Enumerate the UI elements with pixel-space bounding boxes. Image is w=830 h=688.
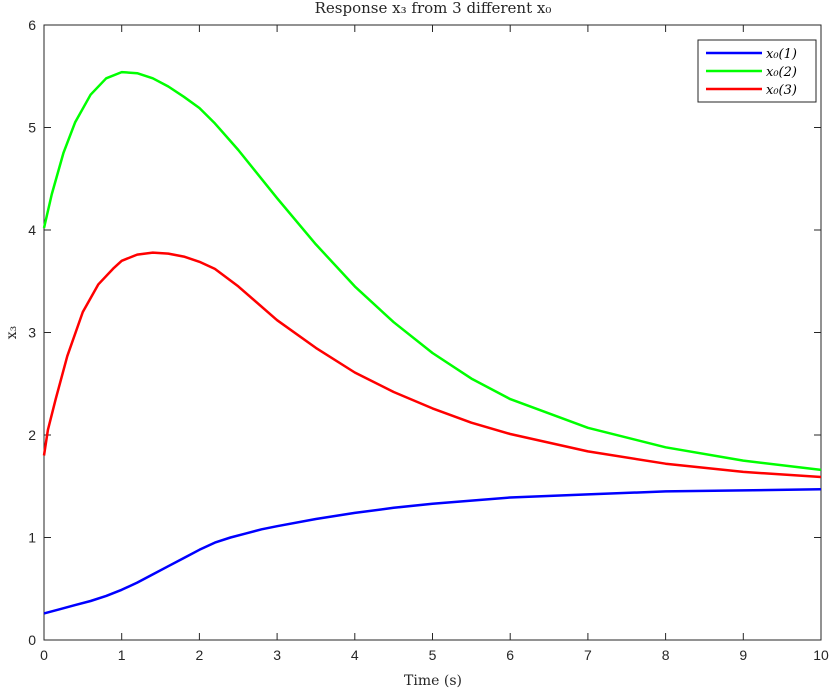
y-tick-label: 0	[28, 632, 36, 648]
series-line-3	[42, 251, 822, 479]
axes-box	[43, 24, 822, 641]
x-tick-label: 6	[506, 647, 514, 663]
y-tick-label: 2	[28, 427, 36, 443]
x-tick-label: 5	[429, 647, 437, 663]
legend-label-2: x₀(2)	[766, 65, 797, 80]
x-tick-label: 10	[813, 647, 829, 663]
plot-area: 0 1 2 3 4 5 6 7 8 9 10 0 1 2 3 4 5 6	[28, 17, 829, 663]
y-tick-label: 4	[28, 222, 36, 238]
x-tick-label: 8	[662, 647, 670, 663]
y-tick-label: 6	[28, 17, 36, 33]
legend: x₀(1) x₀(2) x₀(3)	[697, 39, 817, 103]
series-line-2	[42, 70, 822, 472]
y-tick-label: 5	[28, 120, 36, 136]
y-axis-label: x₃	[4, 326, 20, 340]
y-tick-label: 1	[28, 530, 36, 546]
x-tick-label: 9	[739, 647, 747, 663]
x-tick-label: 3	[273, 647, 281, 663]
y-tick-label: 3	[28, 325, 36, 341]
legend-label-3: x₀(3)	[766, 83, 797, 98]
series-line-1	[43, 488, 822, 615]
x-tick-label: 4	[351, 647, 359, 663]
chart-title: Response x₃ from 3 different x₀	[315, 0, 552, 17]
x-axis-label: Time (s)	[404, 673, 462, 688]
legend-label-1: x₀(1)	[766, 47, 797, 62]
x-tick-label: 0	[40, 647, 48, 663]
x-tick-label: 1	[118, 647, 126, 663]
x-tick-label: 7	[584, 647, 592, 663]
x-tick-label: 2	[196, 647, 204, 663]
